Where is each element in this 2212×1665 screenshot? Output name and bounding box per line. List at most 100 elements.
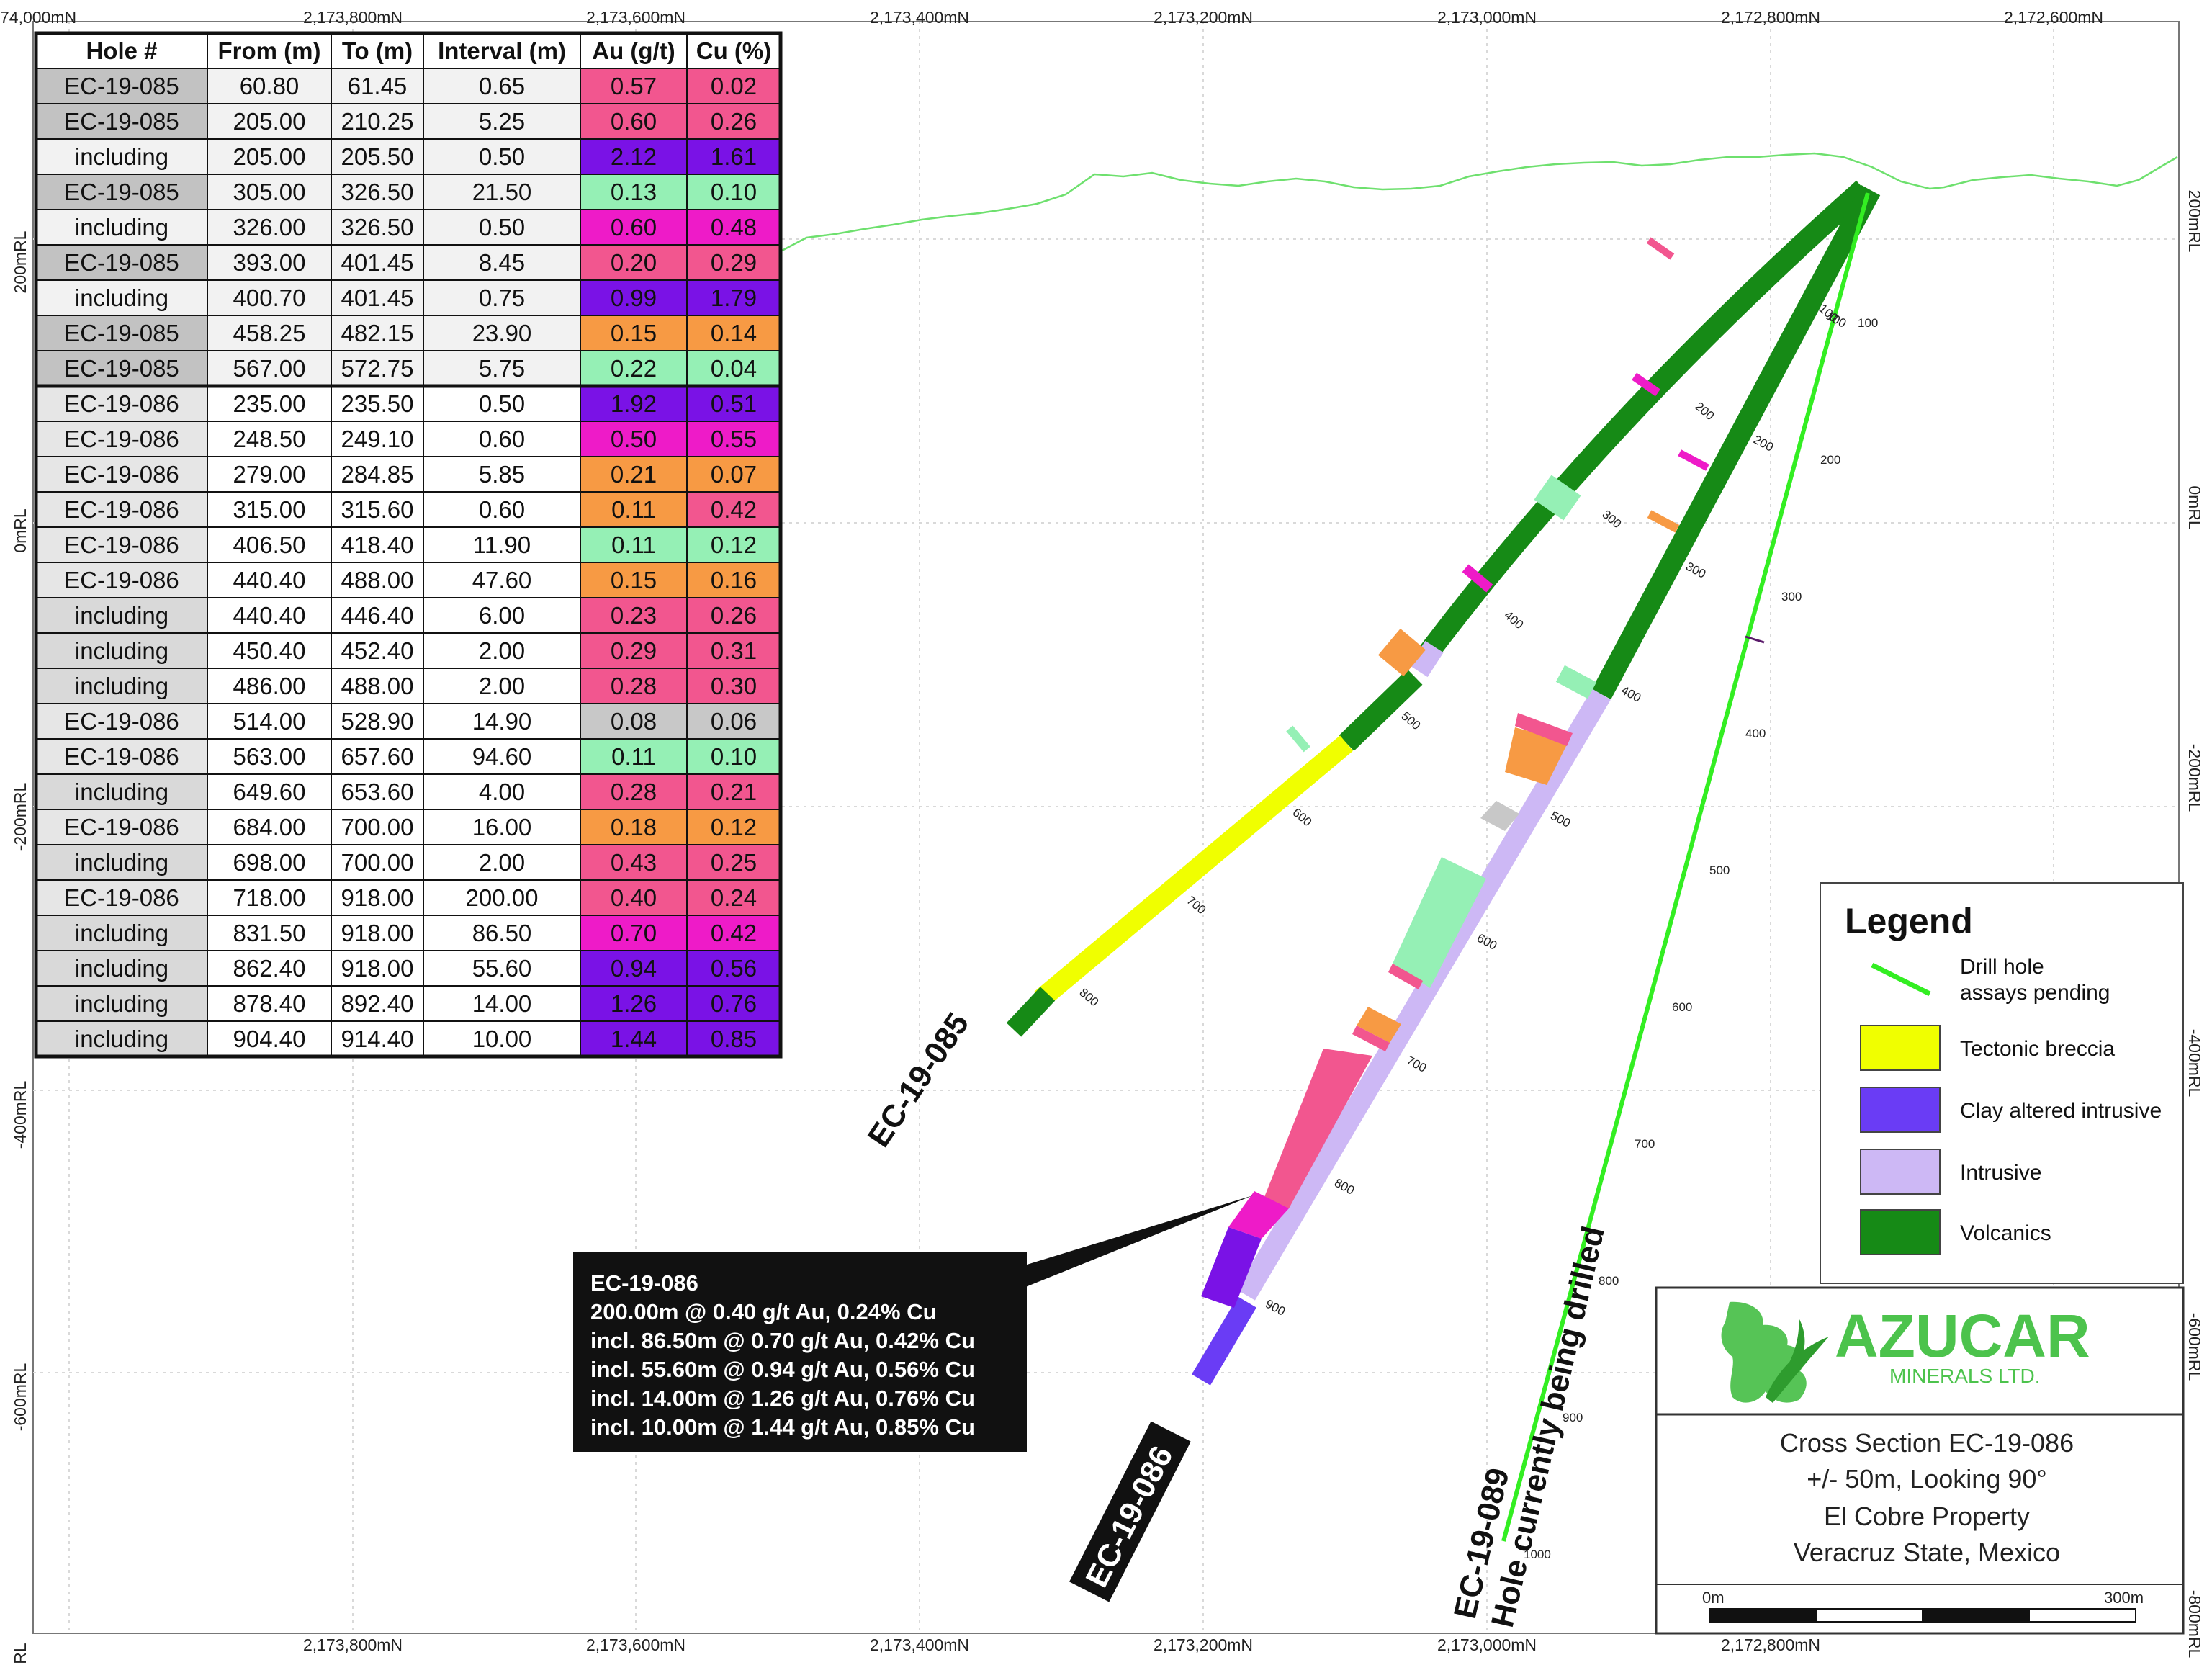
table-cell <box>686 138 781 175</box>
table-cell-value: 23.90 <box>472 320 532 346</box>
table-cell <box>580 562 688 598</box>
legend-label: assays pending <box>1960 981 2110 1005</box>
table-cell-value: 452.40 <box>341 637 414 664</box>
legend-swatch-volcanics <box>1860 1209 1941 1255</box>
table-cell-value: EC-19-085 <box>64 108 179 135</box>
location-name: Veracruz State, Mexico <box>1794 1538 2060 1567</box>
table-cell <box>207 668 332 704</box>
table-cell-value: 0.60 <box>479 426 525 452</box>
elevation-label: 200mRL <box>11 230 30 293</box>
table-cell-value: 284.85 <box>341 461 414 488</box>
table-cell-value: 315.00 <box>233 496 306 523</box>
table-cell-value: 0.48 <box>711 214 757 241</box>
legend-title: Legend <box>1845 901 1973 941</box>
northing-label: 2,173,600mN <box>586 8 685 27</box>
table-cell <box>580 279 688 316</box>
azucar-logo-icon <box>1721 1301 1829 1403</box>
table-cell <box>580 315 688 351</box>
table-cell <box>423 632 581 669</box>
table-cell <box>331 138 424 175</box>
table-header-label: Cu (%) <box>696 37 771 64</box>
table-cell <box>331 562 424 598</box>
table-cell-value: 1.92 <box>611 390 657 417</box>
depth-label: 300 <box>1781 590 1802 603</box>
table-header-cell <box>686 32 781 69</box>
ec-19-086-assay-bar <box>1515 713 1573 746</box>
table-cell-value: 55.60 <box>472 955 532 982</box>
elevation-label: -200mRL <box>11 783 30 851</box>
table-cell <box>423 703 581 740</box>
table-cell-value: 0.10 <box>711 743 757 770</box>
table-cell-value: 440.40 <box>233 567 306 593</box>
ec-19-085-volcanics-lower <box>1006 987 1056 1037</box>
table-cell-value: 0.70 <box>611 920 657 946</box>
ec-19-089-assay-tick <box>1745 635 1765 644</box>
company-name: AZUCAR <box>1835 1302 2090 1370</box>
table-cell-value: 1.26 <box>611 990 657 1017</box>
table-cell-value: 205.00 <box>233 108 306 135</box>
table-cell <box>686 526 781 563</box>
table-cell-value: 892.40 <box>341 990 414 1017</box>
table-cell <box>331 350 424 387</box>
table-cell <box>331 68 424 104</box>
company-subtitle: MINERALS LTD. <box>1889 1365 2041 1387</box>
table-cell <box>423 279 581 316</box>
table-cell-value: 0.60 <box>611 108 657 135</box>
table-cell-value: 0.20 <box>611 249 657 276</box>
ec-19-086-assay-bar <box>1357 1007 1401 1043</box>
table-header-label: Hole # <box>86 37 157 64</box>
table-cell-value: 657.60 <box>341 743 414 770</box>
legend-label: Clay altered intrusive <box>1960 1099 2162 1123</box>
property-name: El Cobre Property <box>1824 1502 2030 1531</box>
depth-labels-ec-19-089: 100 200 300 400 500 600 700 800 900 1000 <box>1524 316 1878 1561</box>
table-cell-value: 5.75 <box>479 355 525 382</box>
table-cell-value: 10.00 <box>472 1026 532 1052</box>
table-cell <box>686 597 781 634</box>
table-cell-value: 0.15 <box>611 320 657 346</box>
table-cell-value: EC-19-086 <box>64 390 179 417</box>
table-cell <box>686 703 781 740</box>
northing-label: 2,173,400mN <box>870 1635 969 1654</box>
northing-label: 2,173,400mN <box>870 8 969 27</box>
table-cell-value: 0.25 <box>711 849 757 876</box>
table-cell <box>423 985 581 1022</box>
table-cell-value: including <box>75 778 168 805</box>
ec-19-086-assay-bar <box>1352 1026 1390 1051</box>
table-cell-value: 698.00 <box>233 849 306 876</box>
table-cell-value: 0.28 <box>611 778 657 805</box>
table-cell <box>580 632 688 669</box>
assay-table: Hole # From (m) To (m) Interval (m) Au (g/t)… <box>34 31 783 1059</box>
table-cell-value: 0.07 <box>711 461 757 488</box>
callout-line: incl. 14.00m @ 1.26 g/t Au, 0.76% Cu <box>590 1386 975 1411</box>
table-cell-value: 5.85 <box>479 461 525 488</box>
table-cell-value: 0.08 <box>611 708 657 735</box>
table-cell-value: 1.79 <box>711 284 757 311</box>
northing-label: 2,172,800mN <box>1721 1635 1820 1654</box>
table-cell-value: 60.80 <box>240 73 300 99</box>
table-cell-value: 305.00 <box>233 179 306 205</box>
ec-19-085-assay-bar <box>1286 725 1310 753</box>
table-cell <box>207 385 332 422</box>
table-cell-value: including <box>75 143 168 170</box>
ec-19-086-assay-bar <box>1393 857 1486 988</box>
table-cell <box>580 879 688 916</box>
table-cell <box>686 456 781 493</box>
depth-label: 500 <box>1709 863 1730 877</box>
ec-19-086-assay-bar <box>1388 964 1423 989</box>
elevation-label: -600mRL <box>11 1363 30 1432</box>
table-cell-value: 0.26 <box>711 602 757 629</box>
table-cell-value: EC-19-085 <box>64 320 179 346</box>
table-cell-value: EC-19-085 <box>64 249 179 276</box>
table-cell-value: 0.55 <box>711 426 757 452</box>
table-cell-value: 210.25 <box>341 108 414 135</box>
table-cell-value: 0.42 <box>711 496 757 523</box>
table-cell-value: 0.12 <box>711 531 757 558</box>
table-cell-value: 0.22 <box>611 355 657 382</box>
table-cell-value: 0.21 <box>711 778 757 805</box>
legend-label: Intrusive <box>1960 1161 2041 1185</box>
ec-19-086-assay-bar <box>1555 665 1597 699</box>
table-cell <box>35 1020 208 1057</box>
table-cell-value: 684.00 <box>233 814 306 840</box>
table-cell <box>35 950 208 987</box>
ec-19-086-assay-bar <box>1647 510 1680 533</box>
